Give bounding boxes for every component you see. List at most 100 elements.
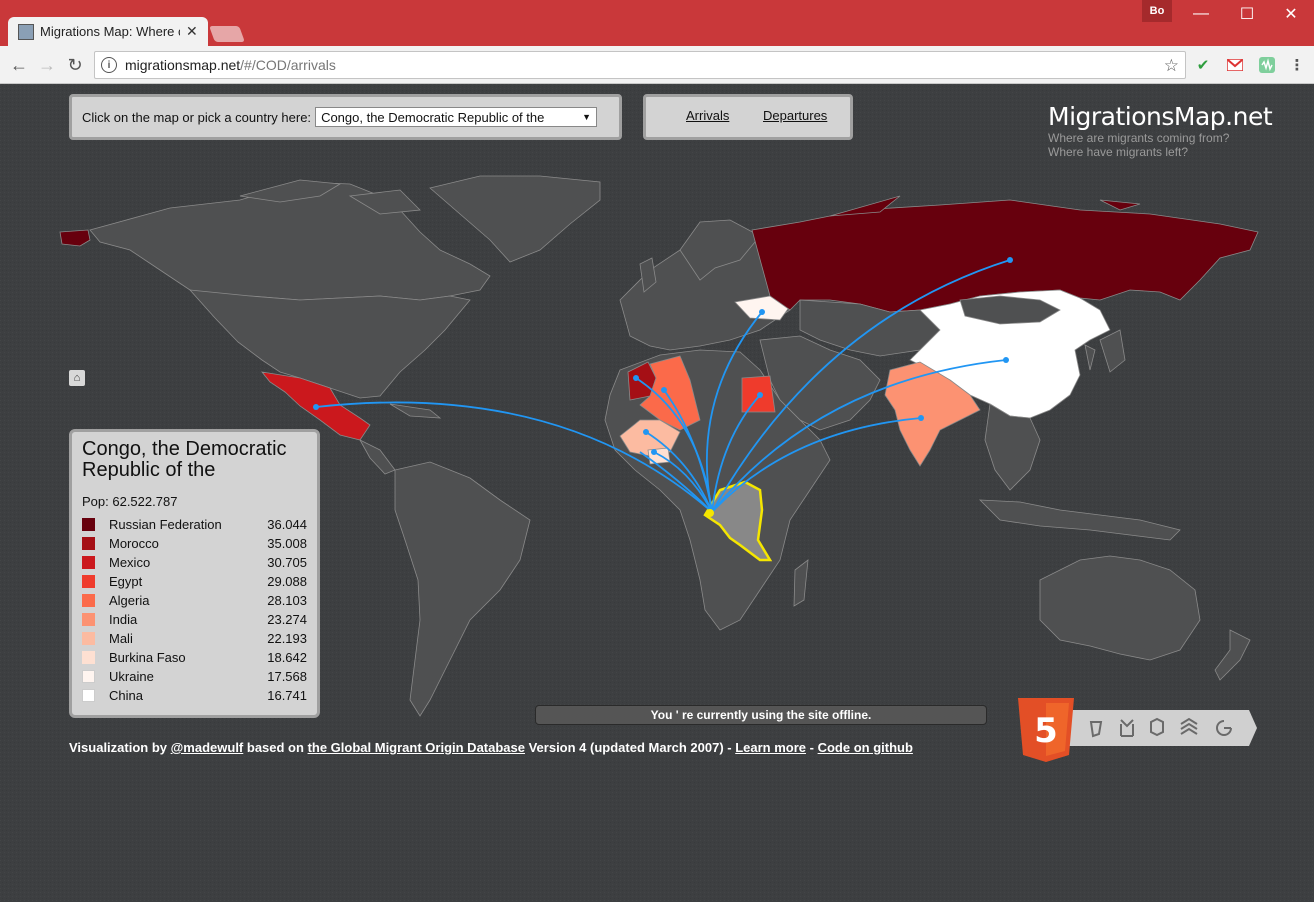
origin-dot-burkina: [651, 449, 657, 455]
site-title[interactable]: MigrationsMap.net: [1048, 102, 1273, 131]
html5-shield-highlight: [1046, 703, 1069, 756]
reload-button[interactable]: ↻: [67, 54, 83, 75]
legend-swatch: [82, 518, 95, 531]
minimize-button[interactable]: —: [1193, 5, 1209, 22]
country-legend: Congo, the Democratic Republic of the Po…: [69, 429, 320, 718]
migrations-page: Click on the map or pick a country here:…: [0, 84, 1314, 902]
south-america[interactable]: [394, 461, 531, 717]
legend-row[interactable]: China 16.741: [82, 686, 307, 705]
middle-east[interactable]: [759, 335, 881, 431]
new-tab-button[interactable]: [209, 26, 245, 42]
arrivals-link[interactable]: Arrivals: [686, 108, 730, 123]
legend-row[interactable]: Morocco 35.008: [82, 534, 307, 553]
footer: Visualization by @madewulf based on the …: [69, 740, 913, 755]
legend-country-name: Egypt: [109, 574, 143, 589]
flow-india: [711, 417, 922, 513]
legend-swatch: [82, 575, 95, 588]
flow-origin-dots: [313, 257, 1013, 455]
tab-close-icon[interactable]: ✕: [186, 23, 198, 39]
legend-row[interactable]: Russian Federation 36.044: [82, 515, 307, 534]
flow-russia: [711, 259, 1011, 513]
author-link[interactable]: @madewulf: [170, 740, 244, 755]
legend-country-name: China: [109, 688, 143, 703]
country-japan[interactable]: [1084, 329, 1126, 373]
legend-row[interactable]: Mexico 30.705: [82, 553, 307, 572]
subtitle-line-1: Where are migrants coming from?: [1048, 131, 1230, 145]
github-link[interactable]: Code on github: [817, 740, 913, 755]
departures-link[interactable]: Departures: [763, 108, 828, 123]
country-new-zealand[interactable]: [1214, 629, 1251, 681]
country-greenland[interactable]: [429, 175, 601, 263]
country-mongolia[interactable]: [959, 295, 1061, 325]
origin-dot-russia: [1007, 257, 1013, 263]
flow-lines: [315, 259, 1011, 513]
back-button[interactable]: ←: [10, 54, 28, 75]
origin-dot-algeria: [661, 387, 667, 393]
legend-row[interactable]: Egypt 29.088: [82, 572, 307, 591]
legend-row[interactable]: Mali 22.193: [82, 629, 307, 648]
legend-row[interactable]: India 23.274: [82, 610, 307, 629]
legend-row[interactable]: Ukraine 17.568: [82, 667, 307, 686]
flow-mali: [645, 431, 713, 513]
legend-country-name: India: [109, 612, 138, 627]
home-icon[interactable]: ⌂: [69, 370, 85, 386]
menu-icon[interactable]: ⋮: [1289, 57, 1305, 74]
device-icon: [1150, 717, 1164, 737]
legend-country-name: Russian Federation: [109, 517, 222, 532]
url-host: migrationsmap.net: [125, 57, 241, 73]
country-russia[interactable]: [751, 199, 1259, 313]
country-india[interactable]: [884, 361, 981, 467]
destination-marker: [706, 509, 714, 517]
country-ukraine[interactable]: [734, 295, 791, 321]
check-icon[interactable]: ✔: [1196, 57, 1210, 74]
legend-swatch: [82, 670, 95, 683]
html5-badge[interactable]: 5: [1017, 698, 1259, 764]
country-usa[interactable]: [189, 289, 471, 399]
land-group: [59, 175, 1259, 717]
origin-dot-mali: [643, 429, 649, 435]
central-america[interactable]: [359, 403, 442, 475]
origin-dot-ukraine: [759, 309, 765, 315]
legend-swatch: [82, 689, 95, 702]
maximize-button[interactable]: ☐: [1239, 6, 1255, 23]
offline-icon: [1120, 719, 1134, 737]
picker-label: Click on the map or pick a country here:: [82, 109, 312, 125]
bookmark-star-icon[interactable]: ☆: [1163, 56, 1179, 75]
database-link[interactable]: the Global Migrant Origin Database: [307, 740, 525, 755]
sound-icon[interactable]: [1258, 56, 1276, 74]
country-select[interactable]: Congo, the Democratic Republic of the ▼: [315, 107, 598, 127]
learn-more-link[interactable]: Learn more: [735, 740, 807, 755]
site-info-icon[interactable]: i: [101, 57, 117, 73]
close-window-button[interactable]: ✕: [1284, 6, 1298, 23]
country-burkina-faso[interactable]: [647, 447, 671, 465]
legend-country-value: 16.741: [267, 688, 307, 703]
country-madagascar[interactable]: [793, 559, 809, 607]
semantics-icon: [1089, 721, 1103, 738]
country-algeria[interactable]: [639, 355, 701, 431]
origin-dot-egypt: [757, 392, 763, 398]
southeast-asia[interactable]: [984, 403, 1041, 491]
address-bar[interactable]: i migrationsmap.net/#/COD/arrivals ☆: [94, 51, 1186, 79]
forward-button[interactable]: →: [38, 54, 56, 75]
gmail-icon[interactable]: [1226, 56, 1244, 74]
legend-swatch: [82, 651, 95, 664]
legend-row[interactable]: Burkina Faso 18.642: [82, 648, 307, 667]
tab-title: Migrations Map: Where c: [40, 24, 180, 39]
legend-row[interactable]: Algeria 28.103: [82, 591, 307, 610]
scandinavia[interactable]: [679, 219, 761, 281]
legend-country-name: Mexico: [109, 555, 151, 570]
country-alaska[interactable]: [59, 229, 91, 247]
browser-toolbar: ← → ↻ i migrationsmap.net/#/COD/arrivals…: [0, 46, 1314, 84]
legend-country-value: 17.568: [267, 669, 307, 684]
origin-dot-china: [1003, 357, 1009, 363]
flow-egypt: [711, 394, 761, 513]
profile-badge[interactable]: Bo: [1142, 0, 1172, 22]
country-australia[interactable]: [1039, 555, 1201, 661]
legend-country-name: Burkina Faso: [109, 650, 186, 665]
subtitle-line-2: Where have migrants left?: [1048, 145, 1189, 159]
indonesia[interactable]: [978, 499, 1181, 541]
browser-tab[interactable]: Migrations Map: Where c ✕: [8, 17, 208, 46]
site-favicon-icon: [18, 23, 34, 40]
country-uk[interactable]: [639, 257, 657, 293]
origin-dot-india: [918, 415, 924, 421]
